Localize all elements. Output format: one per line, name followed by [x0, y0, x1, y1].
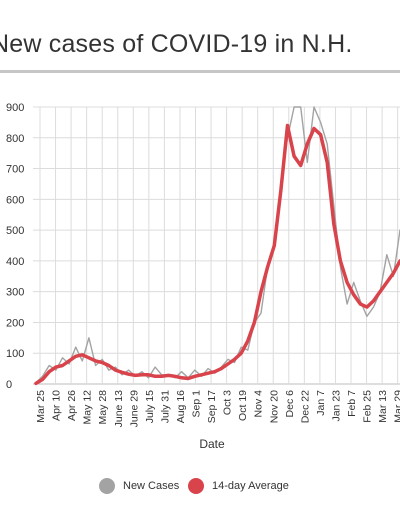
x-tick-label: Mar 13 — [377, 390, 389, 423]
axis-layer: 0 100 200 300 400 500 600 700 800 900 Mar 25 Apr 10… — [6, 102, 400, 427]
x-tick-label: Aug 16 — [175, 390, 187, 423]
x-tick-label: Oct 19 — [237, 390, 249, 421]
y-tick-label: 800 — [6, 133, 24, 145]
new-cases-line — [35, 106, 400, 384]
legend-item-14-day-average[interactable]: 14-day Average — [188, 478, 289, 494]
legend-swatch-14-day-average — [188, 478, 204, 494]
x-tick-label: Mar 29 — [393, 390, 400, 423]
x-tick-label: Oct 3 — [222, 390, 234, 415]
x-tick-label: Jan 23 — [330, 390, 342, 422]
legend-item-new-cases[interactable]: New Cases — [99, 478, 179, 494]
y-tick-label: 100 — [6, 348, 24, 360]
x-tick-label: Sep 1 — [191, 390, 203, 418]
y-tick-label: 900 — [6, 102, 24, 114]
legend-label-new-cases: New Cases — [123, 480, 180, 492]
x-tick-label: Apr 26 — [66, 390, 78, 421]
y-tick-label: 0 — [6, 379, 12, 391]
title-divider — [0, 70, 400, 73]
chart-title: New cases of COVID-19 in N.H. — [0, 30, 353, 58]
legend-swatch-new-cases — [99, 478, 115, 494]
x-tick-label: Apr 10 — [51, 390, 63, 421]
x-tick-label: May 28 — [97, 390, 109, 425]
legend-label-14-day-average: 14-day Average — [212, 480, 289, 492]
y-tick-label: 200 — [6, 317, 24, 329]
average-line — [34, 123, 400, 386]
y-tick-label: 300 — [6, 287, 24, 299]
x-tick-label: Nov 20 — [268, 390, 280, 423]
grid-layer — [33, 106, 400, 385]
x-axis-label: Date — [199, 437, 225, 451]
x-tick-label: Mar 25 — [35, 390, 47, 423]
y-tick-label: 700 — [6, 164, 24, 176]
x-tick-label: Dec 22 — [299, 390, 311, 423]
x-tick-label: May 12 — [82, 390, 94, 425]
legend: New Cases 14-day Average — [0, 478, 400, 498]
x-tick-label: July 31 — [159, 390, 171, 423]
y-tick-label: 600 — [6, 194, 24, 206]
x-tick-label: July 15 — [144, 390, 156, 423]
x-tick-label: Dec 6 — [284, 390, 296, 418]
x-tick-label: Jan 7 — [315, 390, 327, 416]
series-layer — [34, 106, 400, 386]
x-tick-label: Feb 7 — [346, 390, 358, 417]
y-tick-label: 400 — [6, 256, 24, 268]
y-tick-label: 500 — [6, 225, 24, 237]
x-tick-label: June 29 — [128, 390, 140, 428]
x-tick-label: Nov 4 — [253, 390, 265, 418]
x-tick-label: Sep 17 — [206, 390, 218, 423]
x-tick-label: Feb 25 — [362, 390, 374, 423]
x-tick-label: June 13 — [113, 390, 125, 428]
